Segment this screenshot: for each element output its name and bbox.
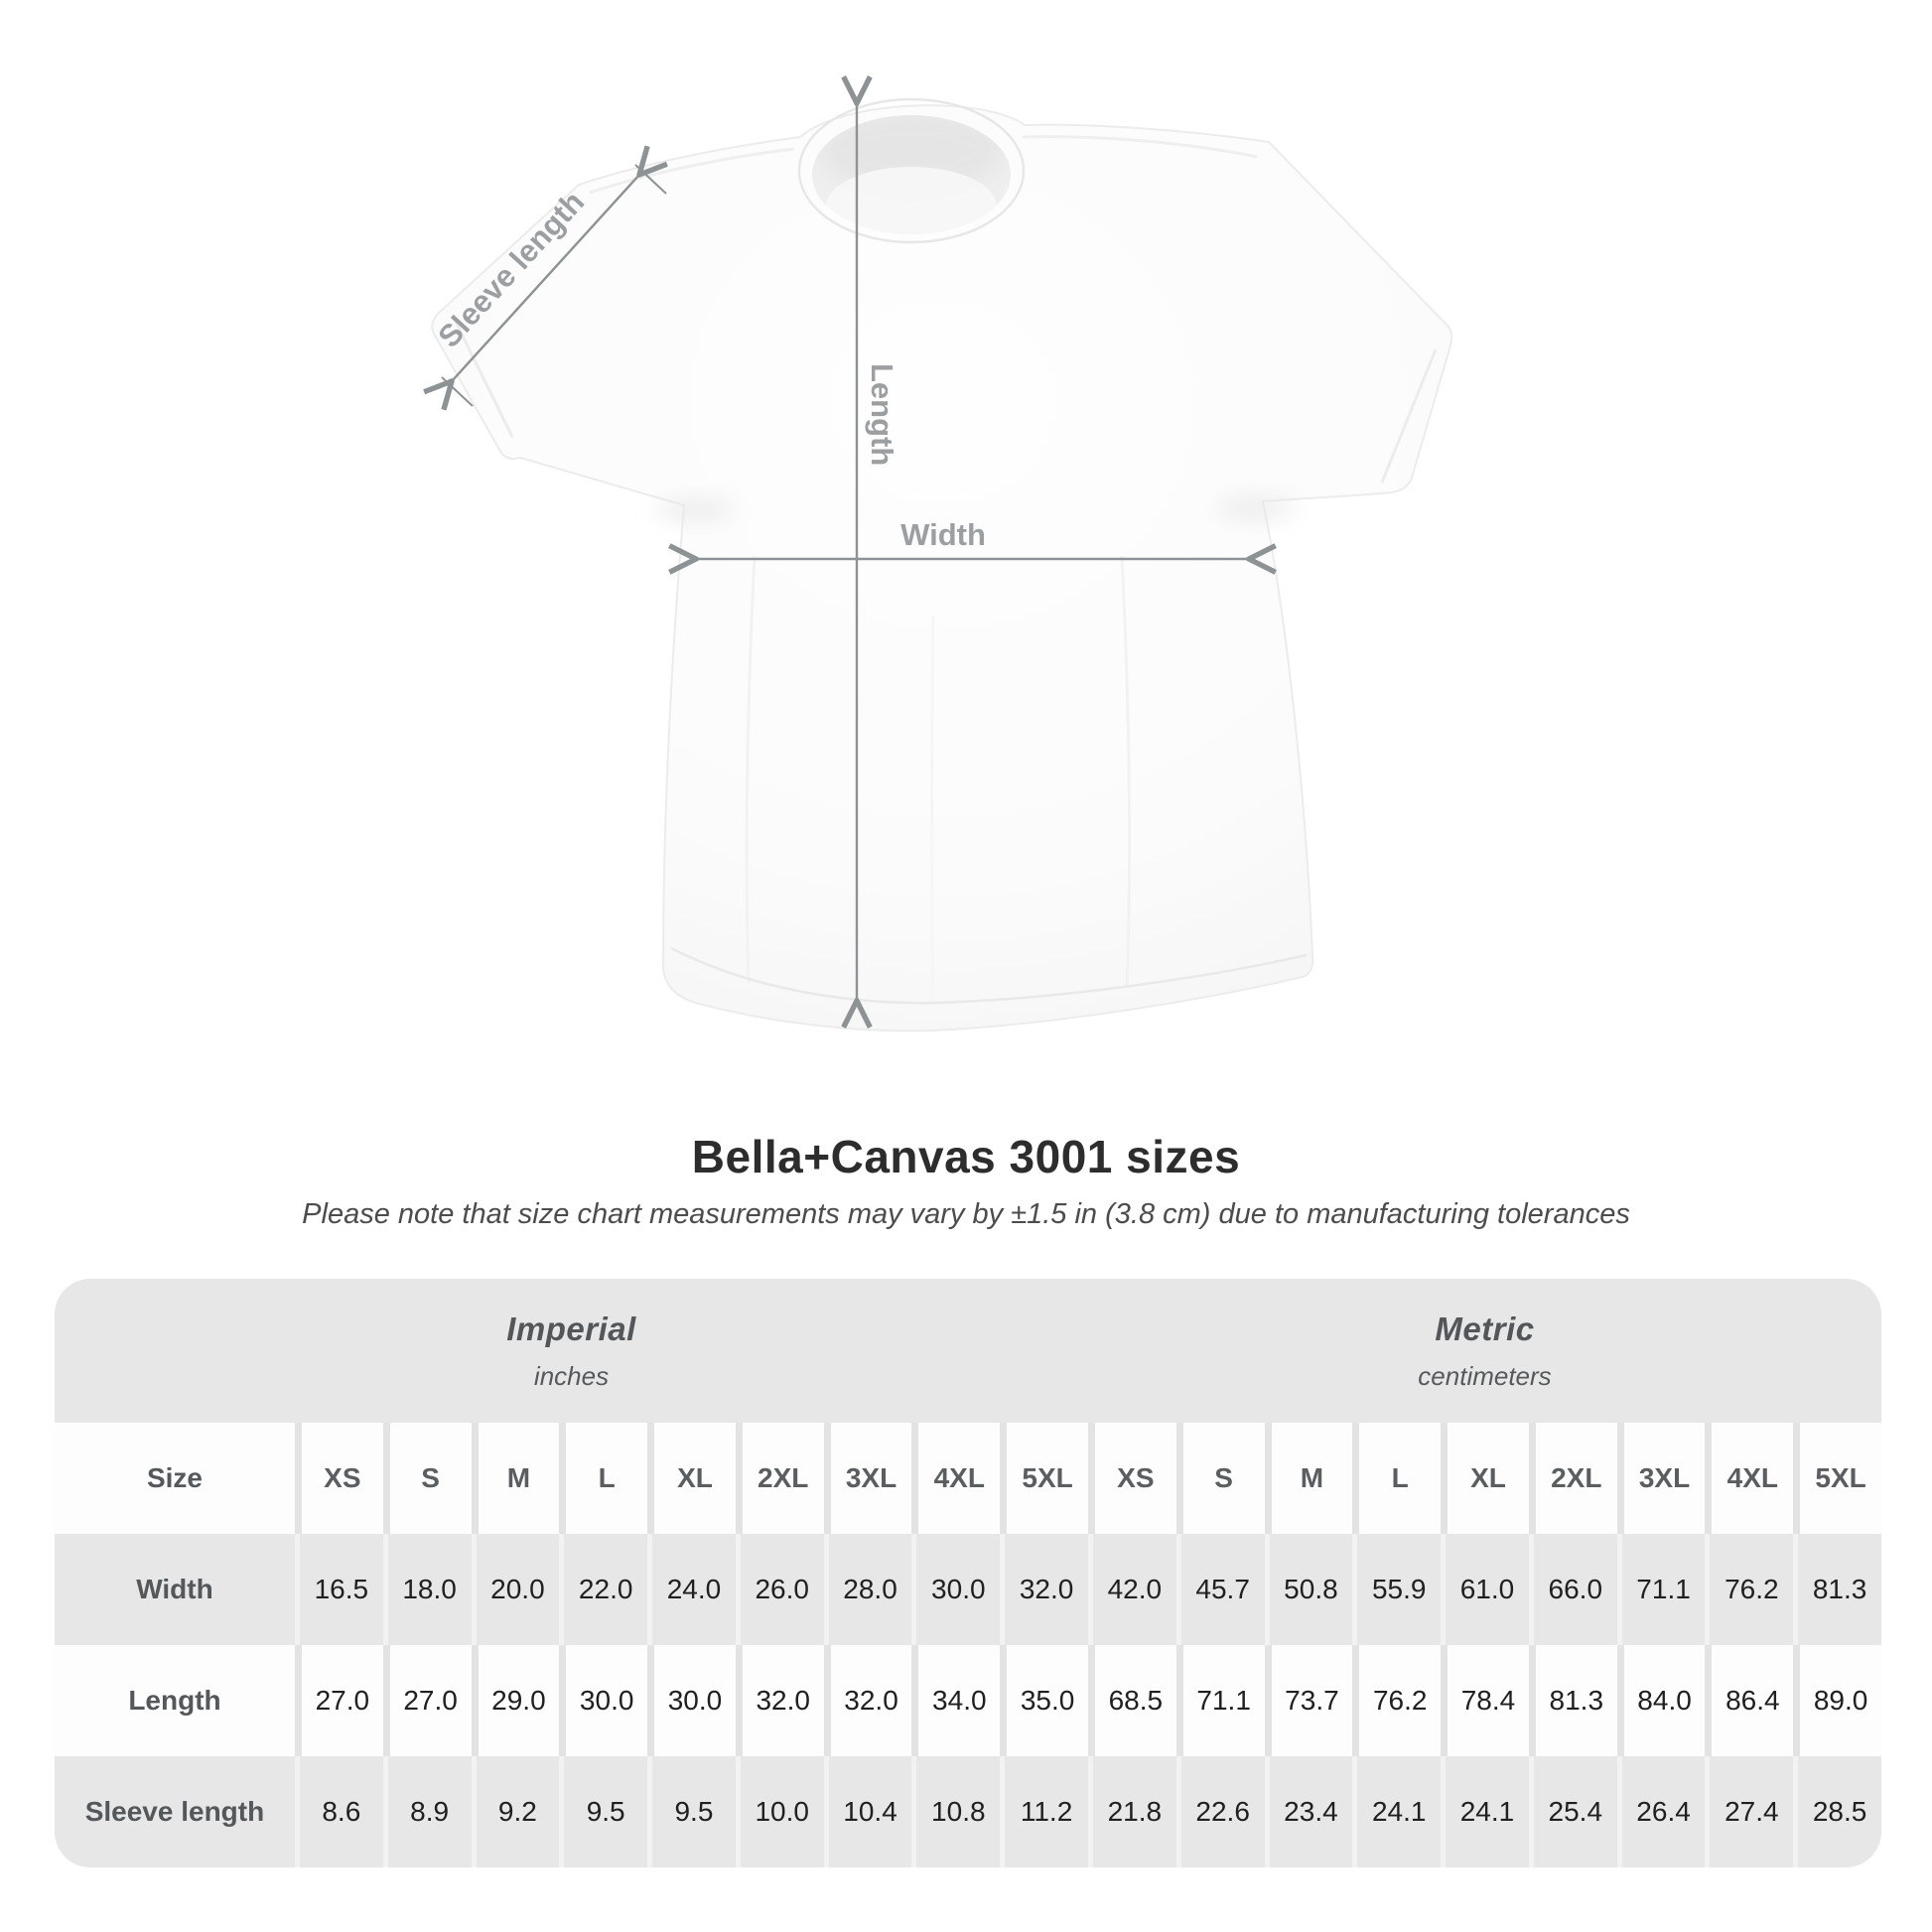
size-header-imperial-xl: XL bbox=[647, 1423, 736, 1534]
length-imperial-xl: 30.0 bbox=[647, 1645, 736, 1756]
size-header-metric-2xl: 2XL bbox=[1528, 1423, 1617, 1534]
width-metric-5xl: 81.3 bbox=[1793, 1534, 1881, 1645]
size-header-metric-m: M bbox=[1264, 1423, 1353, 1534]
length-imperial-2xl: 32.0 bbox=[735, 1645, 824, 1756]
size-header-metric-5xl: 5XL bbox=[1793, 1423, 1881, 1534]
length-metric-xs: 68.5 bbox=[1087, 1645, 1176, 1756]
size-table: Imperial inches Metric centimeters Size … bbox=[55, 1279, 1881, 1867]
row-label-sleeve-length: Sleeve length bbox=[84, 1796, 265, 1827]
tshirt-illustration bbox=[431, 97, 1453, 1033]
length-imperial-xs: 27.0 bbox=[294, 1645, 383, 1756]
width-imperial-2xl: 26.0 bbox=[735, 1534, 824, 1645]
size-header-metric-s: S bbox=[1175, 1423, 1265, 1534]
sleeve-imperial-xs: 8.6 bbox=[294, 1756, 383, 1867]
sleeve-imperial-3xl: 10.4 bbox=[823, 1756, 912, 1867]
sleeve-imperial-m: 9.2 bbox=[471, 1756, 560, 1867]
sleeve-arrow-end-tick bbox=[634, 164, 667, 195]
size-header-imperial-l: L bbox=[559, 1423, 647, 1534]
size-header-imperial-xs: XS bbox=[294, 1423, 383, 1534]
sleeve-metric-3xl: 26.4 bbox=[1616, 1756, 1706, 1867]
size-header-metric-4xl: 4XL bbox=[1705, 1423, 1793, 1534]
metric-unit-label: centimeters bbox=[1418, 1360, 1552, 1391]
width-metric-l: 55.9 bbox=[1352, 1534, 1441, 1645]
row-label-width: Width bbox=[136, 1574, 213, 1604]
sleeve-metric-s: 22.6 bbox=[1175, 1756, 1265, 1867]
sleeve-imperial-2xl: 10.0 bbox=[735, 1756, 824, 1867]
size-header-metric-3xl: 3XL bbox=[1616, 1423, 1706, 1534]
tolerance-note: Please note that size chart measurements… bbox=[302, 1198, 1630, 1230]
imperial-header: Imperial inches bbox=[55, 1279, 1088, 1423]
size-column-header: Size bbox=[146, 1462, 203, 1493]
width-metric-2xl: 66.0 bbox=[1528, 1534, 1617, 1645]
width-metric-s: 45.7 bbox=[1175, 1534, 1265, 1645]
size-header-row: Size XS S M L XL 2XL 3XL 4XL 5XL XS S M … bbox=[55, 1423, 1881, 1534]
width-metric-4xl: 76.2 bbox=[1705, 1534, 1793, 1645]
imperial-unit-label: inches bbox=[533, 1360, 610, 1391]
width-metric-m: 50.8 bbox=[1264, 1534, 1353, 1645]
width-imperial-m: 20.0 bbox=[471, 1534, 560, 1645]
sleeve-metric-2xl: 25.4 bbox=[1528, 1756, 1617, 1867]
sleeve-metric-m: 23.4 bbox=[1264, 1756, 1353, 1867]
length-imperial-l: 30.0 bbox=[559, 1645, 647, 1756]
width-metric-xl: 61.0 bbox=[1441, 1534, 1529, 1645]
unit-header-row: Imperial inches Metric centimeters bbox=[55, 1279, 1881, 1423]
width-imperial-s: 18.0 bbox=[382, 1534, 472, 1645]
table-row-width: Width 16.5 18.0 20.0 22.0 24.0 26.0 28.0… bbox=[55, 1534, 1881, 1645]
size-header-imperial-3xl: 3XL bbox=[823, 1423, 912, 1534]
width-imperial-l: 22.0 bbox=[559, 1534, 647, 1645]
sleeve-metric-l: 24.1 bbox=[1352, 1756, 1441, 1867]
length-diagram-label: Length bbox=[865, 363, 899, 466]
sleeve-metric-5xl: 28.5 bbox=[1793, 1756, 1881, 1867]
sleeve-imperial-l: 9.5 bbox=[559, 1756, 647, 1867]
sleeve-imperial-s: 8.9 bbox=[382, 1756, 472, 1867]
length-metric-2xl: 81.3 bbox=[1528, 1645, 1617, 1756]
size-header-imperial-2xl: 2XL bbox=[735, 1423, 824, 1534]
sleeve-imperial-4xl: 10.8 bbox=[911, 1756, 1000, 1867]
sleeve-metric-xl: 24.1 bbox=[1441, 1756, 1529, 1867]
width-diagram-label: Width bbox=[900, 517, 986, 552]
length-metric-4xl: 86.4 bbox=[1705, 1645, 1793, 1756]
width-imperial-3xl: 28.0 bbox=[823, 1534, 912, 1645]
length-imperial-4xl: 34.0 bbox=[911, 1645, 1000, 1756]
sleeve-imperial-xl: 9.5 bbox=[647, 1756, 736, 1867]
size-header-imperial-m: M bbox=[471, 1423, 560, 1534]
width-imperial-5xl: 32.0 bbox=[1000, 1534, 1088, 1645]
metric-header: Metric centimeters bbox=[1088, 1279, 1881, 1423]
length-imperial-s: 27.0 bbox=[382, 1645, 472, 1756]
sleeve-imperial-5xl: 11.2 bbox=[1000, 1756, 1088, 1867]
length-metric-m: 73.7 bbox=[1264, 1645, 1353, 1756]
width-metric-xs: 42.0 bbox=[1087, 1534, 1176, 1645]
table-row-sleeve-length: Sleeve length 8.6 8.9 9.2 9.5 9.5 10.0 1… bbox=[55, 1756, 1881, 1867]
sleeve-metric-xs: 21.8 bbox=[1087, 1756, 1176, 1867]
table-row-length: Length 27.0 27.0 29.0 30.0 30.0 32.0 32.… bbox=[55, 1645, 1881, 1756]
page-title: Bella+Canvas 3001 sizes bbox=[691, 1131, 1241, 1182]
width-metric-3xl: 71.1 bbox=[1616, 1534, 1706, 1645]
tshirt-measurement-diagram: Sleeve length Length Width bbox=[0, 0, 1453, 1033]
size-header-metric-xl: XL bbox=[1441, 1423, 1529, 1534]
width-imperial-xl: 24.0 bbox=[647, 1534, 736, 1645]
metric-label: Metric bbox=[1435, 1310, 1535, 1347]
sleeve-arrow-start-tick bbox=[441, 376, 474, 407]
length-metric-s: 71.1 bbox=[1175, 1645, 1265, 1756]
length-imperial-5xl: 35.0 bbox=[1000, 1645, 1088, 1756]
width-imperial-4xl: 30.0 bbox=[911, 1534, 1000, 1645]
length-metric-xl: 78.4 bbox=[1441, 1645, 1529, 1756]
length-metric-3xl: 84.0 bbox=[1616, 1645, 1706, 1756]
row-label-length: Length bbox=[128, 1685, 221, 1716]
sleeve-length-arrow bbox=[452, 175, 639, 381]
length-metric-5xl: 89.0 bbox=[1793, 1645, 1881, 1756]
size-header-metric-xs: XS bbox=[1087, 1423, 1176, 1534]
size-header-metric-l: L bbox=[1352, 1423, 1441, 1534]
length-imperial-m: 29.0 bbox=[471, 1645, 560, 1756]
sleeve-metric-4xl: 27.4 bbox=[1705, 1756, 1793, 1867]
width-imperial-xs: 16.5 bbox=[294, 1534, 383, 1645]
size-header-imperial-s: S bbox=[382, 1423, 472, 1534]
length-imperial-3xl: 32.0 bbox=[823, 1645, 912, 1756]
length-metric-l: 76.2 bbox=[1352, 1645, 1441, 1756]
size-header-imperial-4xl: 4XL bbox=[911, 1423, 1000, 1534]
size-header-imperial-5xl: 5XL bbox=[1000, 1423, 1088, 1534]
imperial-label: Imperial bbox=[506, 1310, 636, 1347]
